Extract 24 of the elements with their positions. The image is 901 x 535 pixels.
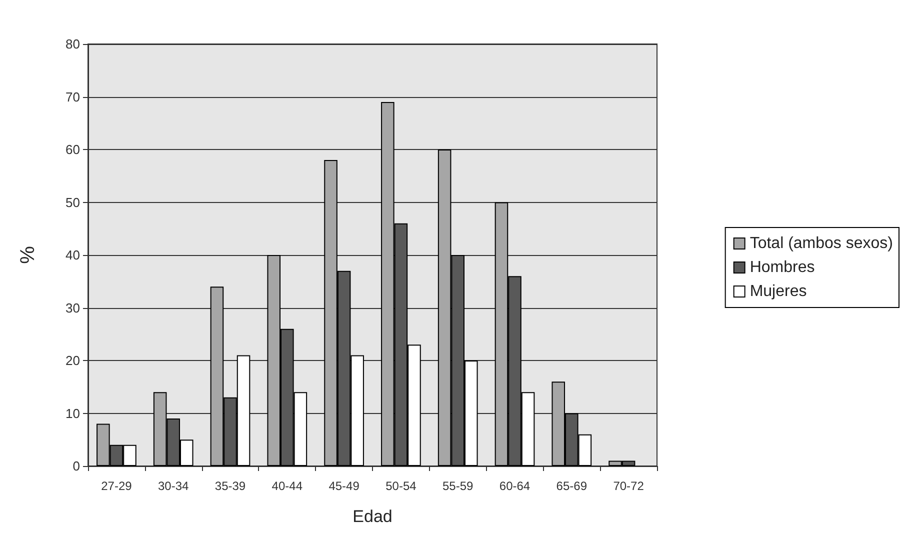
x-tick-label: 40-44 (272, 479, 303, 493)
x-tick-label: 45-49 (328, 479, 360, 493)
x-axis-title: Edad (352, 507, 392, 526)
x-tick-label: 50-54 (386, 479, 417, 493)
y-tick-label: 60 (66, 142, 80, 157)
y-tick-label: 30 (66, 300, 80, 316)
legend-label: Mujeres (750, 283, 807, 300)
y-tick-label: 0 (72, 458, 80, 474)
y-tick-label: 70 (66, 89, 80, 104)
y-tick-label: 50 (66, 194, 80, 210)
y-tick-label: 20 (66, 353, 80, 368)
x-tick-label: 27-29 (101, 479, 132, 493)
y-axis-title: % (17, 246, 39, 264)
x-tick-label: 70-72 (613, 479, 644, 493)
y-tick-label: 40 (66, 248, 80, 262)
y-tick-label: 80 (66, 36, 80, 52)
x-tick-label: 60-64 (499, 479, 530, 493)
x-tick-label: 55-59 (442, 479, 474, 493)
x-tick-label: 65-69 (556, 479, 588, 493)
x-tick-label: 35-39 (214, 479, 246, 493)
y-tick-label: 10 (66, 406, 80, 421)
legend-label: Hombres (750, 259, 815, 276)
x-tick-label: 30-34 (158, 479, 190, 493)
legend-label: Total (ambos sexos) (750, 235, 894, 252)
